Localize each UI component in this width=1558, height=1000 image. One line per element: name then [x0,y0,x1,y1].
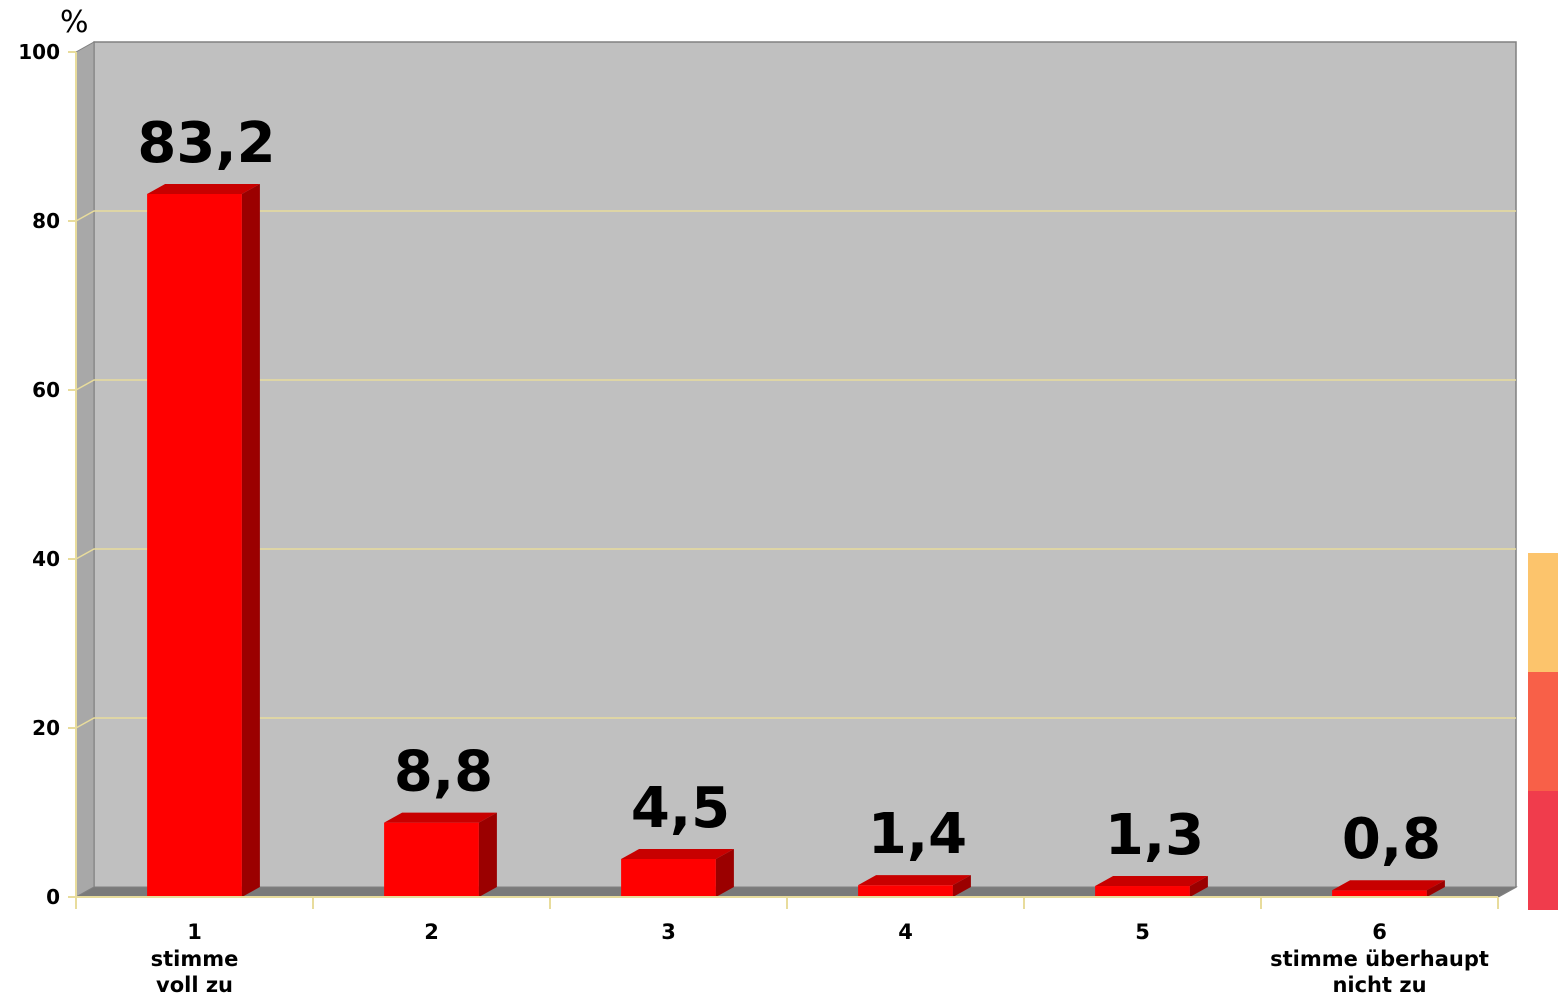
y-tick-label: 20 [32,716,60,740]
y-tick-label: 0 [46,885,60,909]
x-tick-label: 4 [898,920,913,944]
bar [621,848,734,897]
x-category-sublabel: voll zu [156,973,233,997]
gridline [75,717,1516,729]
y-unit-label: % [60,5,89,40]
plot-area [73,41,1518,898]
bar [1095,876,1208,897]
data-label: 1,4 [868,802,967,867]
data-label: 4,5 [631,776,730,841]
bar-top [1332,880,1445,891]
edge-decoration-segment [1528,553,1558,672]
bar-top [147,183,260,194]
bar-front [384,822,479,897]
y-tick-label: 40 [32,547,60,571]
data-label: 8,8 [394,740,493,805]
bar-side [1189,876,1208,897]
bar-side [478,812,497,897]
y-tick-label: 80 [32,209,60,233]
gridline [75,548,1516,560]
bar [858,875,971,897]
x-category-sublabel: stimme überhaupt [1270,947,1489,971]
edge-decoration-segment [1528,791,1558,910]
x-category-sublabel: nicht zu [1332,973,1426,997]
x-tick-label: 1 [187,920,202,944]
plot-floor [74,886,1518,898]
bar [1332,880,1445,897]
bar-top [384,812,497,823]
bars [147,183,1445,897]
x-tick-label: 5 [1135,920,1150,944]
data-label: 1,3 [1105,803,1204,868]
bar [384,812,497,897]
bar-top [621,848,734,859]
x-tick-label: 3 [661,920,676,944]
bar [147,183,260,897]
plot-side-wall [75,41,95,898]
gridline [75,379,1516,391]
data-label: 0,8 [1342,807,1441,872]
bar-side [1426,880,1445,897]
bar-front [858,885,953,897]
bar-side [952,875,971,897]
bar-front [147,193,242,897]
x-tick-label: 6 [1372,920,1387,944]
bar-side [715,848,734,897]
bar-top [1095,876,1208,887]
bar-top [858,875,971,886]
edge-decoration-bar [1528,553,1558,910]
bar-front [1095,886,1190,897]
data-label: 83,2 [137,111,275,176]
y-tick-label: 60 [32,378,60,402]
gridline [75,210,1516,222]
axes [68,51,1499,909]
y-tick-label: 100 [18,40,60,64]
bar-side [241,183,260,897]
bar-front [1332,890,1427,897]
edge-decoration-segment [1528,672,1558,791]
x-tick-label: 2 [424,920,439,944]
bar-front [621,858,716,897]
plot-background [73,41,1517,898]
x-category-sublabel: stimme [151,947,239,971]
